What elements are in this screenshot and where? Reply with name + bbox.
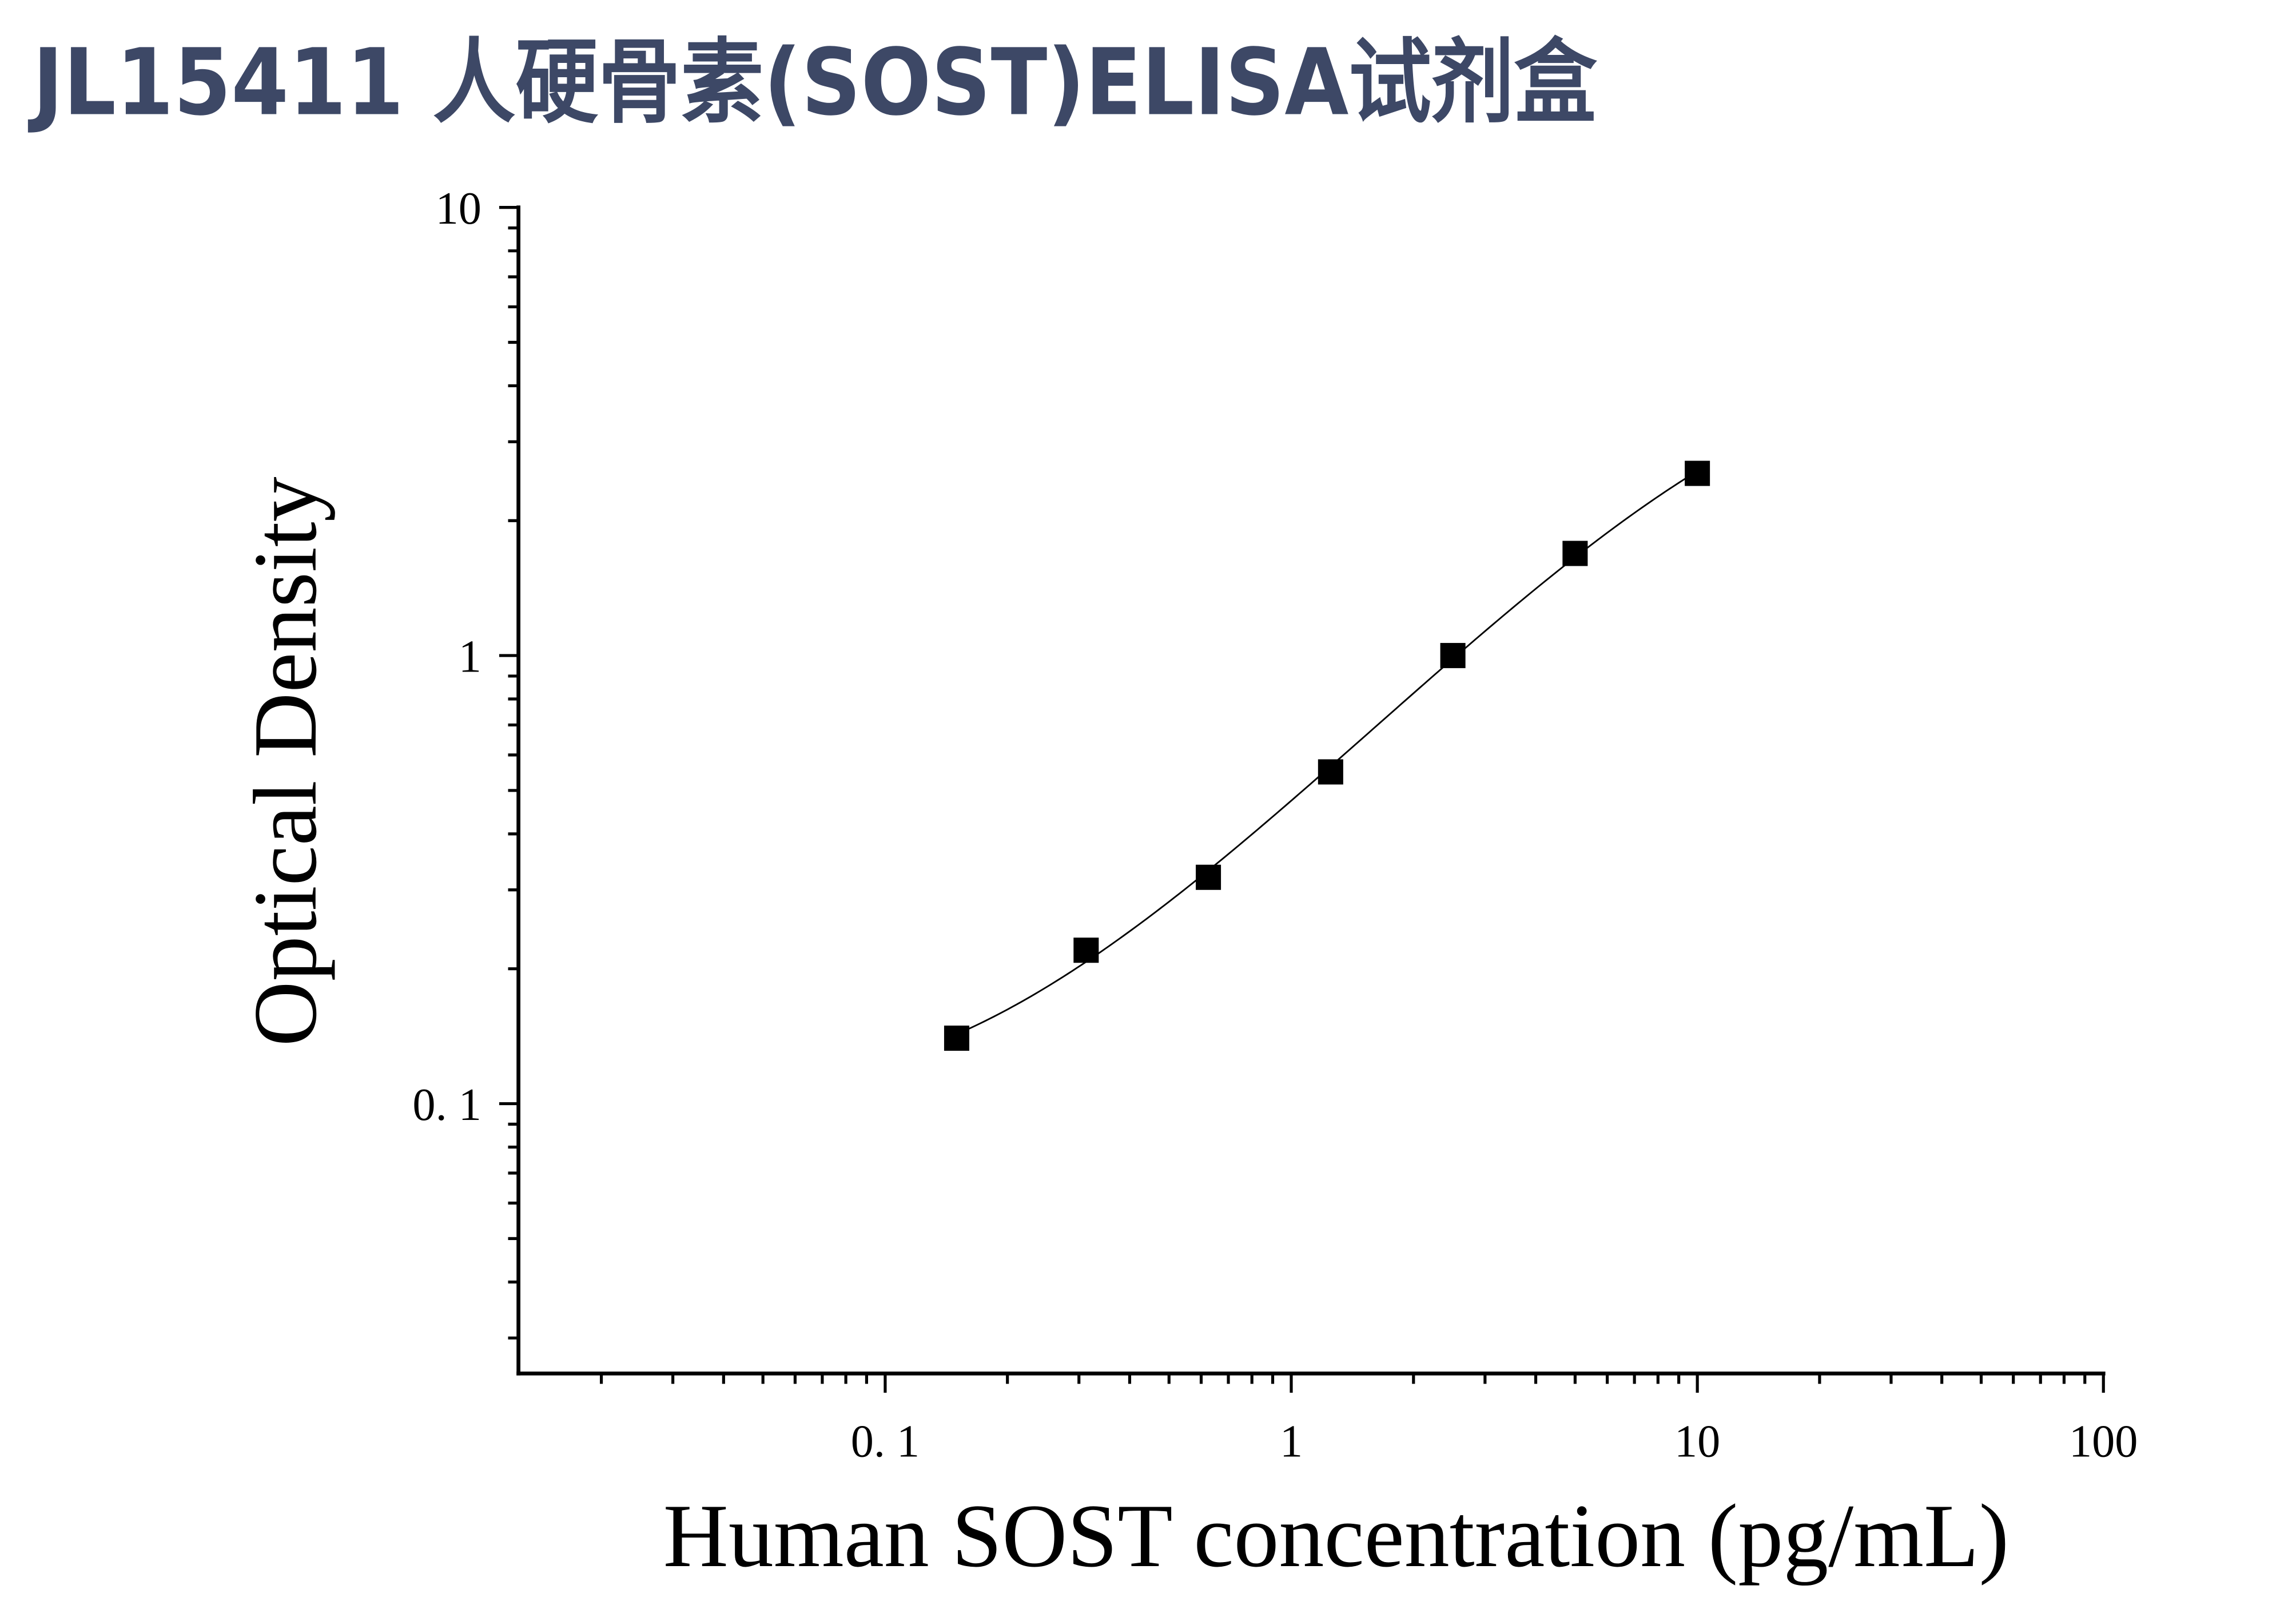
x-tick-label: 0. 1: [851, 1416, 920, 1467]
x-tick-label: 100: [2069, 1416, 2138, 1467]
data-point-marker: [1073, 937, 1099, 963]
y-tick-label: 1: [459, 631, 482, 682]
y-axis-title: Optical Density: [236, 476, 336, 1046]
data-point-marker: [1318, 759, 1343, 785]
axis-ticks: [499, 206, 2105, 1393]
page-title: JL15411 人硬骨素(SOST)ELISA试剂盒: [27, 29, 1598, 136]
y-tick-label: 0. 1: [412, 1079, 481, 1130]
data-point-marker: [1685, 460, 1710, 486]
axis-tick-labels: 0. 1 1 10 100 0. 1 1 10: [412, 183, 2138, 1467]
x-tick-label: 10: [1674, 1416, 1720, 1467]
data-point-marker: [1562, 541, 1588, 566]
data-point-marker: [1196, 864, 1221, 890]
data-point-marker: [944, 1026, 969, 1051]
x-tick-label: 1: [1280, 1416, 1303, 1467]
x-axis-title: Human SOST concentration (pg/mL): [663, 1486, 2010, 1586]
data-point-marker: [1440, 643, 1466, 669]
data-points-layer: [944, 460, 1710, 1051]
y-tick-label: 10: [436, 183, 482, 234]
